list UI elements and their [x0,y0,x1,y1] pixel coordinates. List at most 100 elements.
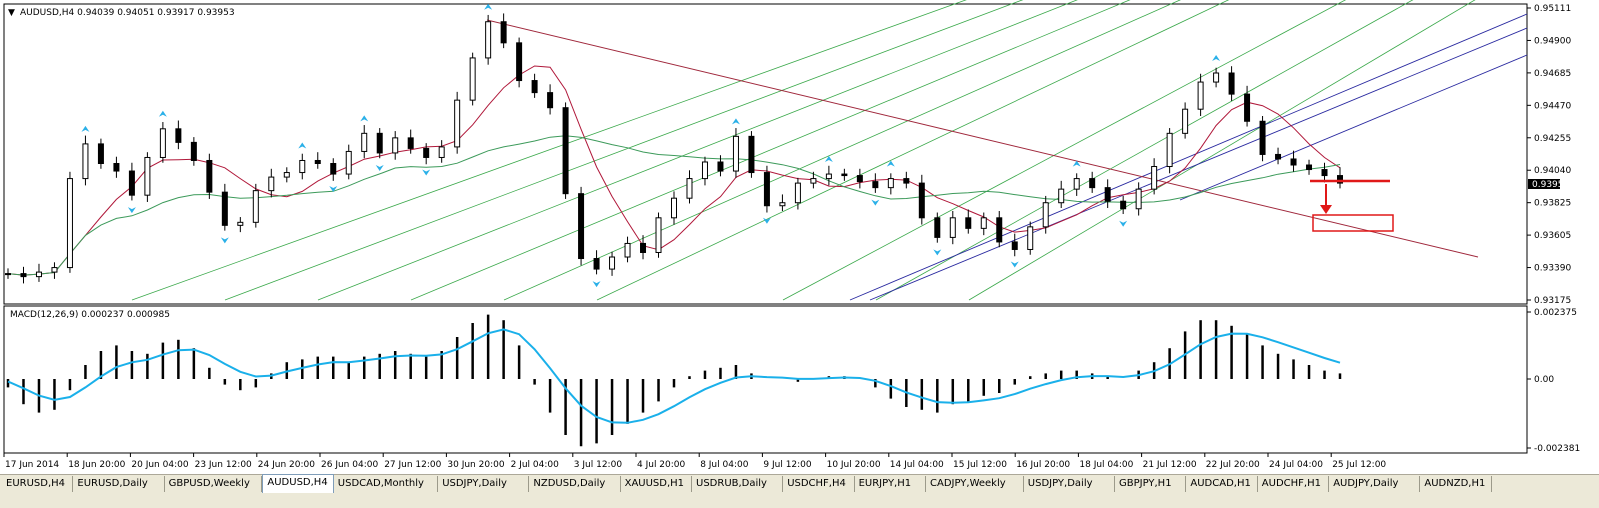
chart-tab[interactable]: USDRUB,Daily [692,476,784,492]
candle-body [1089,178,1096,189]
candles [5,13,1343,284]
fractal-down-arrow [220,237,229,244]
candle-body [965,217,972,229]
price-tick-label: 0.94685 [1534,69,1571,79]
chart-tab[interactable]: XAUUSD,H1 [621,476,692,492]
candle-body [1275,153,1282,160]
macd-pane[interactable] [3,305,1528,454]
candle-body [1042,202,1049,228]
fractal-down-arrow [592,281,601,288]
candle-body [1321,169,1328,177]
time-tick-label: 4 Jul 20:00 [637,460,686,470]
time-tick-label: 20 Jun 04:00 [131,460,188,470]
chart-tab[interactable]: AUDUSD,H4 [262,474,334,493]
chart-tab[interactable]: CADJPY,Weekly [926,476,1024,492]
price-tick-label: 0.93390 [1534,264,1571,274]
time-tick-label: 30 Jun 20:00 [447,460,504,470]
candle-body [1197,81,1204,110]
candle-body [763,172,770,207]
time-tick-label: 14 Jul 04:00 [890,460,944,470]
pitchfork-line [410,0,1131,301]
candle-body [268,176,275,192]
fractal-down-arrow [375,164,384,171]
symbol-header: AUDUSD,H4 0.94039 0.94051 0.93917 0.9395… [20,8,235,18]
fractal-up-arrow [298,142,307,149]
current-price-label: 0.93953 [1532,180,1569,190]
pitchfork-line [131,0,967,301]
price-tick-label: 0.93605 [1534,231,1571,241]
candle-body [314,159,321,165]
fractal-up-arrow [484,3,493,10]
price-pane[interactable] [3,3,1528,305]
chart-tab[interactable]: GBPJPY,H1 [1115,476,1187,492]
candle-body [624,242,631,258]
moving-averages [7,65,1341,276]
time-tick-label: 17 Jun 2014 [5,460,59,470]
time-tick-label: 26 Jun 04:00 [321,460,378,470]
candle-body [1027,226,1034,250]
candle-body [655,217,662,253]
time-tick-label: 9 Jul 12:00 [763,460,812,470]
chart-window[interactable]: ▼ AUDUSD,H4 0.94039 0.94051 0.93917 0.93… [0,0,1599,474]
candle-body [1182,108,1189,134]
chart-tab[interactable]: AUDNZD,H1 [1420,476,1492,492]
time-tick-label: 18 Jul 04:00 [1079,460,1133,470]
chart-tab[interactable]: USDJPY,Daily [438,476,530,492]
annotations[interactable] [1310,179,1394,232]
candle-body [97,143,104,165]
chart-tab[interactable]: USDJPY,Daily [1024,476,1115,492]
candle-body [1151,166,1158,190]
chart-tab[interactable]: AUDCHF,H1 [1258,476,1330,492]
candle-body [1259,120,1266,155]
indicator-header: MACD(12,26,9) 0.000237 0.000985 [10,310,170,320]
channel-lines [131,0,1528,301]
candle-body [717,161,724,172]
candle-body [609,256,616,270]
chart-tab[interactable]: AUDCAD,H1 [1186,476,1258,492]
price-tick-label: 0.94900 [1534,36,1571,46]
chart-tab[interactable]: NZDUSD,Daily [529,476,621,492]
fractal-down-arrow [871,199,880,206]
candle-body [20,273,27,278]
candle-body [113,163,120,172]
candle-body [578,193,585,260]
macd-signal-line [7,328,1341,424]
chart-tab[interactable]: EURJPY,H1 [855,476,926,492]
channel-line-mid [869,27,1528,301]
candle-body [376,132,383,154]
pitchfork-line [596,0,1230,301]
status-bar [0,494,1599,508]
candle-body [469,57,476,101]
chart-tab[interactable]: EURUSD,H4 [2,476,74,492]
candle-body [1213,72,1220,83]
candle-body [531,80,538,94]
candle-body [841,173,848,177]
chart-tab[interactable]: USDCHF,H4 [783,476,855,492]
pitchfork-line [317,0,1078,301]
candle-body [686,178,693,199]
fractal-up-arrow [1212,55,1221,62]
time-tick-label: 3 Jul 12:00 [574,460,623,470]
candle-body [438,146,445,158]
time-tick-label: 25 Jul 12:00 [1332,460,1386,470]
candle-body [1120,200,1127,210]
chart-tab[interactable]: GBPUSD,Weekly [165,476,263,492]
chart-tab[interactable]: USDCAD,Monthly [334,476,439,492]
chart-tab[interactable]: AUDJPY,Daily [1329,476,1421,492]
fast-ma-line [7,65,1341,276]
time-tick-label: 24 Jun 20:00 [258,460,315,470]
pitchfork-line [782,0,1347,301]
candle-body [1011,241,1018,250]
candle-body [887,178,894,189]
candle-body [190,141,197,161]
fractal-up-arrow [158,110,167,117]
candle-body [407,137,414,149]
candle-body [252,190,259,223]
slow-ma-line [7,135,1341,276]
symbol-header-arrow[interactable]: ▼ [8,8,15,18]
candle-body [1104,187,1111,202]
candle-body [1228,72,1235,95]
chart-tab[interactable]: EURUSD,Daily [73,476,165,492]
target-box[interactable] [1312,214,1394,232]
candle-body [175,128,182,143]
